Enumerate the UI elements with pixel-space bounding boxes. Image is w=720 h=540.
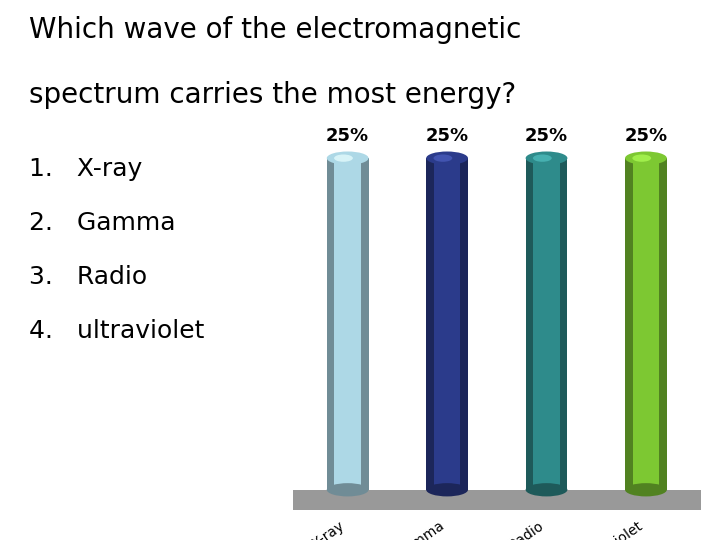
Bar <box>633 158 660 490</box>
Ellipse shape <box>334 154 353 162</box>
Bar <box>426 158 433 490</box>
Text: 25%: 25% <box>326 127 369 145</box>
Bar <box>361 158 369 490</box>
Text: 25%: 25% <box>426 127 469 145</box>
Ellipse shape <box>625 483 667 496</box>
Ellipse shape <box>327 152 369 165</box>
Bar <box>533 158 560 490</box>
Ellipse shape <box>533 154 552 162</box>
Bar <box>625 158 633 490</box>
Bar <box>293 490 701 510</box>
Text: spectrum carries the most energy?: spectrum carries the most energy? <box>29 81 516 109</box>
Text: 1.   X-ray: 1. X-ray <box>29 157 142 180</box>
Text: 4.   ultraviolet: 4. ultraviolet <box>29 319 204 342</box>
Bar <box>461 158 468 490</box>
Bar <box>334 158 361 490</box>
Bar <box>526 158 533 490</box>
Ellipse shape <box>625 152 667 165</box>
Text: 25%: 25% <box>525 127 568 145</box>
Bar <box>560 158 567 490</box>
Ellipse shape <box>433 154 452 162</box>
Text: 2.   Gamma: 2. Gamma <box>29 211 175 234</box>
Bar <box>660 158 667 490</box>
Text: 3.   Radio: 3. Radio <box>29 265 147 288</box>
Bar <box>433 158 461 490</box>
Text: 25%: 25% <box>624 127 667 145</box>
Bar <box>327 158 334 490</box>
Ellipse shape <box>426 152 468 165</box>
Ellipse shape <box>632 154 651 162</box>
Text: Which wave of the electromagnetic: Which wave of the electromagnetic <box>29 16 521 44</box>
Ellipse shape <box>426 483 468 496</box>
Ellipse shape <box>526 483 567 496</box>
Ellipse shape <box>526 152 567 165</box>
Ellipse shape <box>327 483 369 496</box>
